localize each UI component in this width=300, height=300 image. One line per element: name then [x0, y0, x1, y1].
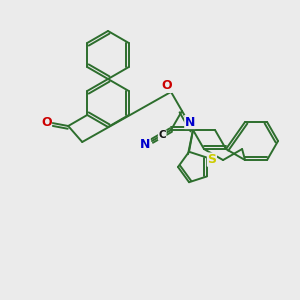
Text: S: S: [207, 153, 216, 166]
Text: N: N: [185, 116, 195, 128]
Text: O: O: [162, 80, 172, 92]
Text: O: O: [41, 116, 52, 128]
Text: N: N: [140, 137, 150, 151]
Text: C: C: [158, 130, 166, 140]
